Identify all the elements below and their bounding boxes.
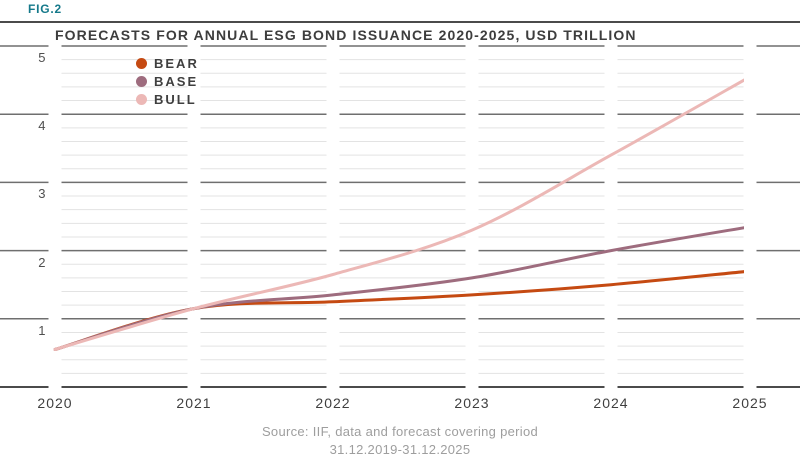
bull-dot-icon bbox=[136, 93, 147, 105]
gridlines-major bbox=[0, 45, 800, 320]
bear-dot-icon bbox=[136, 57, 147, 69]
x-tick-label-2022: 2022 bbox=[315, 395, 351, 411]
legend-label: BASE bbox=[154, 73, 199, 89]
bull-line bbox=[53, 78, 744, 351]
bear-line bbox=[53, 270, 744, 351]
y-tick-label-5: 5 bbox=[38, 50, 46, 65]
source-line-2: 31.12.2019-31.12.2025 bbox=[329, 442, 471, 457]
x-tick-label-2020: 2020 bbox=[37, 395, 73, 411]
legend-item-bear: BEAR bbox=[136, 54, 199, 72]
x-tick-label-2023: 2023 bbox=[454, 395, 490, 411]
x-tick-label-2024: 2024 bbox=[593, 395, 629, 411]
y-tick-label-3: 3 bbox=[38, 186, 46, 202]
x-tick-label-2021: 2021 bbox=[176, 395, 212, 411]
y-tick-label-2: 2 bbox=[38, 254, 46, 270]
gridlines-minor bbox=[61, 59, 744, 374]
data-series bbox=[53, 78, 744, 351]
legend-item-base: BASE bbox=[136, 72, 199, 90]
base-dot-icon bbox=[136, 75, 147, 87]
chart-legend: BEAR BASE BULL bbox=[136, 54, 199, 108]
base-line bbox=[53, 226, 744, 351]
legend-label: BEAR bbox=[154, 55, 199, 71]
legend-label: BULL bbox=[154, 91, 197, 107]
source-line-1: Source: IIF, data and forecast covering … bbox=[261, 424, 539, 439]
top-border-rule bbox=[0, 21, 800, 23]
figure-label: FIG.2 bbox=[28, 2, 63, 16]
source-note: Source: IIF, data and forecast covering … bbox=[0, 423, 800, 459]
x-tick-label-2025: 2025 bbox=[732, 395, 768, 411]
y-tick-label-1: 1 bbox=[38, 322, 46, 338]
y-tick-label-4: 4 bbox=[38, 118, 46, 134]
legend-item-bull: BULL bbox=[136, 90, 199, 108]
chart-title: FORECASTS FOR ANNUAL ESG BOND ISSUANCE 2… bbox=[55, 27, 637, 43]
